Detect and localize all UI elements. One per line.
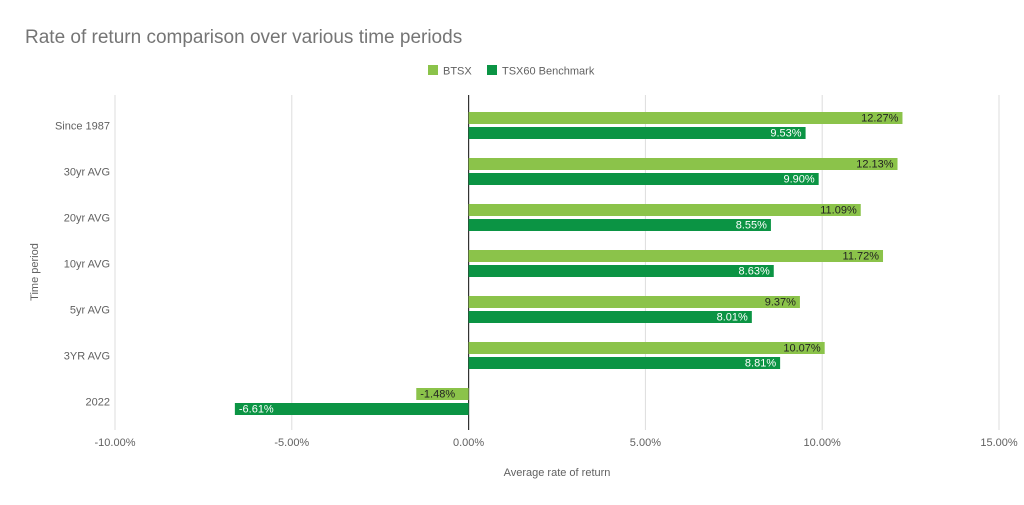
x-tick-label-3: 0.00% <box>453 437 484 449</box>
bar-label-2-4: 8.63% <box>739 266 770 278</box>
y-tick-label-6: 3YR AVG <box>64 351 110 363</box>
bar-label-2-7: -6.61% <box>239 404 274 416</box>
legend-swatch-2 <box>487 65 497 75</box>
bar-1-2 <box>468 158 898 170</box>
bar-1-3 <box>468 204 861 216</box>
bar-label-2-1: 9.53% <box>770 128 801 140</box>
bar-label-2-2: 9.90% <box>783 174 814 186</box>
bar-1-6 <box>468 342 825 354</box>
bar-2-3 <box>468 219 771 231</box>
bar-label-1-1: 12.27% <box>861 113 899 125</box>
bars: 12.27% 9.53% 12.13% 9.90% 11.09% 8.55% 11.72% 8… <box>234 112 903 416</box>
bar-label-2-6: 8.81% <box>745 358 776 370</box>
bar-1-5 <box>468 296 800 308</box>
bar-label-1-4: 11.72% <box>843 251 880 263</box>
x-axis-ticks: -10.00% -5.00% 0.00% 5.00% 10.00% 15.00% <box>95 437 1018 449</box>
bar-1-7 <box>416 388 469 400</box>
y-tick-label-1: Since 1987 <box>55 121 110 133</box>
y-tick-label-3: 20yr AVG <box>64 213 110 225</box>
bar-1-1 <box>468 112 903 124</box>
bar-2-1 <box>468 127 806 139</box>
bar-2-4 <box>468 265 774 277</box>
bar-label-2-5: 8.01% <box>717 312 748 324</box>
y-axis-label: Time period <box>29 243 41 301</box>
y-axis-ticks: Since 1987 30yr AVG 20yr AVG 10yr AVG 5yr AV… <box>55 121 110 409</box>
bar-label-1-6: 10.07% <box>783 343 821 355</box>
y-tick-label-2: 30yr AVG <box>64 167 110 179</box>
y-tick-label-4: 10yr AVG <box>64 259 110 271</box>
bar-label-1-7: -1.48% <box>420 389 455 401</box>
x-tick-label-5: 10.00% <box>804 437 842 449</box>
bar-2-6 <box>468 357 781 369</box>
x-tick-label-2: -5.00% <box>274 437 309 449</box>
x-tick-label-4: 5.00% <box>630 437 661 449</box>
legend-label-1: BTSX <box>443 66 472 78</box>
x-tick-label-1: -10.00% <box>95 437 136 449</box>
legend-label-2: TSX60 Benchmark <box>502 66 595 78</box>
y-tick-label-5: 5yr AVG <box>70 305 110 317</box>
bar-label-1-5: 9.37% <box>765 297 796 309</box>
bar-label-1-2: 12.13% <box>856 159 894 171</box>
bar-label-2-3: 8.55% <box>736 220 767 232</box>
bar-1-4 <box>468 250 884 262</box>
bar-2-5 <box>468 311 752 323</box>
legend: BTSX TSX60 Benchmark <box>428 65 595 78</box>
chart-title: Rate of return comparison over various t… <box>25 27 462 48</box>
x-axis-label: Average rate of return <box>504 467 611 479</box>
grid <box>114 95 1000 430</box>
bar-2-7 <box>234 403 469 415</box>
bar-label-1-3: 11.09% <box>820 205 857 217</box>
y-tick-label-7: 2022 <box>86 397 110 409</box>
legend-swatch-1 <box>428 65 438 75</box>
x-tick-label-6: 15.00% <box>980 437 1018 449</box>
bar-2-2 <box>468 173 819 185</box>
